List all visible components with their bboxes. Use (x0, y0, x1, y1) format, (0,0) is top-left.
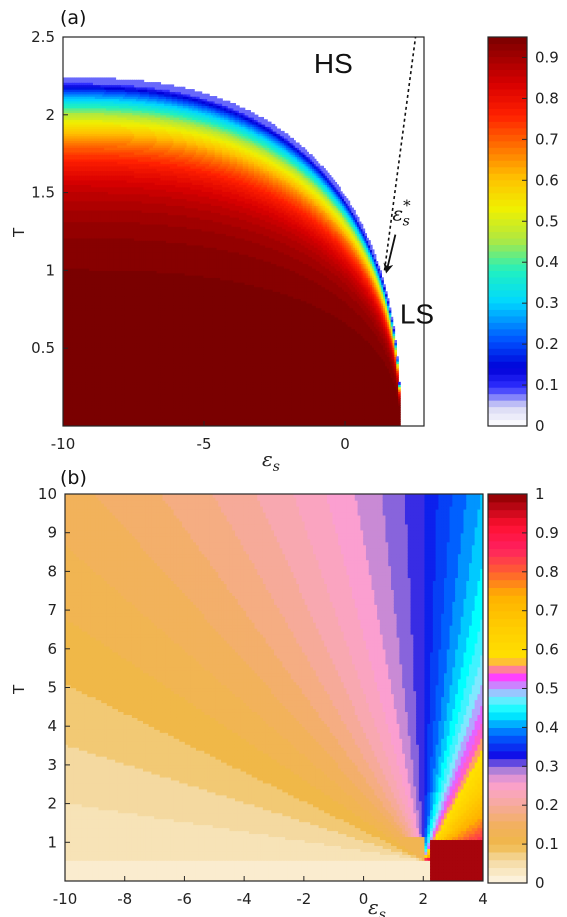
panel-a-label: (a) (60, 7, 86, 29)
panel-a: (a) -10 -5 0 0.511.522.5 εs T HS LS ε* s 00… (10, 7, 559, 475)
panel-a-heatmap (63, 77, 401, 426)
